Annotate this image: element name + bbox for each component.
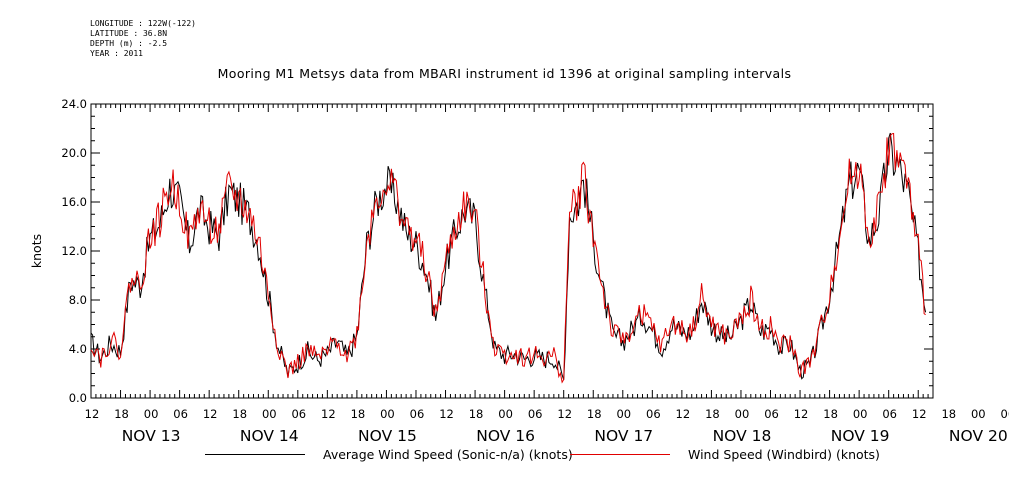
x-hour-label: 06	[1001, 407, 1009, 421]
x-hour-label: 12	[439, 407, 454, 421]
x-hour-label: 06	[291, 407, 306, 421]
x-hour-label: 00	[498, 407, 513, 421]
x-hour-label: 06	[646, 407, 661, 421]
x-hour-label: 00	[144, 407, 159, 421]
y-tick-label: 0.0	[69, 391, 87, 405]
legend-item-windbird: Wind Speed (Windbird) (knots)	[570, 447, 880, 462]
x-day-label: NOV 18	[713, 427, 772, 445]
x-day-label: NOV 15	[358, 427, 417, 445]
x-hour-label: 12	[203, 407, 218, 421]
x-hour-label: 06	[173, 407, 188, 421]
x-hour-label: 00	[971, 407, 986, 421]
x-hour-label: 06	[882, 407, 897, 421]
x-hour-label: 00	[616, 407, 631, 421]
y-tick-label: 20.0	[61, 146, 87, 160]
x-hour-label: 00	[735, 407, 750, 421]
metadata-block: LONGITUDE : 122W(-122) LATITUDE : 36.8N …	[90, 19, 196, 59]
meta-longitude: LONGITUDE : 122W(-122)	[90, 19, 196, 28]
legend-label-average: Average Wind Speed (Sonic-n/a) (knots)	[323, 447, 573, 462]
series-line-windbird	[90, 132, 926, 384]
x-hour-label: 12	[321, 407, 336, 421]
legend-swatch-black	[205, 454, 305, 455]
x-day-label: NOV 13	[122, 427, 181, 445]
x-day-label: NOV 20	[949, 427, 1008, 445]
x-hour-label: 18	[232, 407, 247, 421]
x-hour-label: 18	[351, 407, 366, 421]
x-hour-label: 18	[941, 407, 956, 421]
meta-depth: DEPTH (m) : -2.5	[90, 39, 168, 48]
x-hour-label: 18	[705, 407, 720, 421]
y-tick-label: 12.0	[61, 244, 87, 258]
x-hour-label: 12	[794, 407, 809, 421]
x-hour-label: 18	[114, 407, 129, 421]
x-hour-label: 12	[85, 407, 100, 421]
meta-latitude: LATITUDE : 36.8N	[90, 29, 168, 38]
x-hour-label: 18	[469, 407, 484, 421]
x-day-label: NOV 19	[831, 427, 890, 445]
x-hour-label: 18	[823, 407, 838, 421]
x-hour-label: 00	[262, 407, 277, 421]
y-tick-label: 24.0	[61, 97, 87, 111]
y-tick-label: 16.0	[61, 195, 87, 209]
x-hour-label: 12	[912, 407, 927, 421]
x-hour-label: 12	[676, 407, 691, 421]
x-hour-label: 00	[853, 407, 868, 421]
chart-title: Mooring M1 Metsys data from MBARI instru…	[217, 66, 792, 81]
y-tick-label: 4.0	[69, 342, 87, 356]
x-day-label: NOV 14	[240, 427, 299, 445]
legend-item-average: Average Wind Speed (Sonic-n/a) (knots)	[205, 447, 573, 462]
meta-year: YEAR : 2011	[90, 49, 143, 58]
legend-label-windbird: Wind Speed (Windbird) (knots)	[688, 447, 880, 462]
x-day-label: NOV 17	[594, 427, 653, 445]
legend-swatch-red	[570, 454, 670, 455]
x-hour-label: 06	[528, 407, 543, 421]
x-hour-label: 18	[587, 407, 602, 421]
x-hour-label: 00	[380, 407, 395, 421]
x-hour-label: 06	[410, 407, 425, 421]
y-axis-label: knots	[29, 234, 44, 268]
x-hour-label: 12	[557, 407, 572, 421]
x-hour-label: 06	[764, 407, 779, 421]
x-day-label: NOV 16	[476, 427, 535, 445]
legend: Average Wind Speed (Sonic-n/a) (knots) W…	[0, 447, 1009, 465]
series-line-average	[90, 132, 927, 380]
y-tick-label: 8.0	[69, 293, 87, 307]
